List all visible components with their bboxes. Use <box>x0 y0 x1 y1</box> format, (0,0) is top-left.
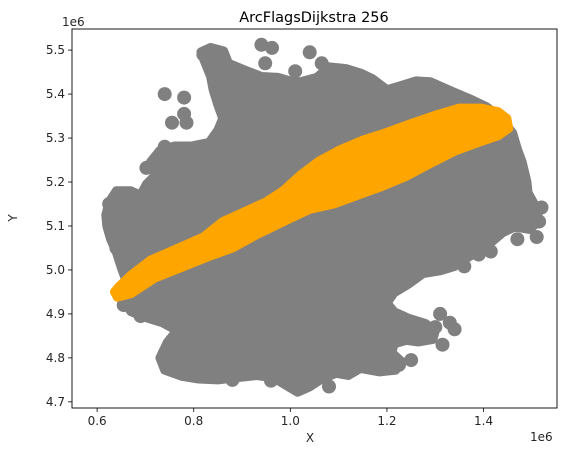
y-axis-offset-label: 1e6 <box>62 15 85 29</box>
series-0-point-17 <box>483 244 498 259</box>
series-0-point-38 <box>109 241 124 255</box>
series-0-point-46 <box>157 139 172 154</box>
series-0-point-27 <box>392 357 406 372</box>
y-axis-label: Y <box>6 214 20 223</box>
series-0-point-24 <box>435 337 450 352</box>
chart-title: ArcFlagsDijkstra 256 <box>239 10 389 26</box>
series-0-point-26 <box>404 353 419 368</box>
series-0-point-42 <box>138 184 153 199</box>
series-1 <box>110 103 514 302</box>
series-0-point-11 <box>505 155 520 170</box>
series-0-point-33 <box>162 359 177 374</box>
series-0-point-9 <box>230 74 245 89</box>
series-0-point-39 <box>104 223 119 238</box>
x-tick-label: 1.2 <box>377 414 396 428</box>
series-0-point-36 <box>116 298 131 313</box>
series-0-point-43 <box>155 172 170 187</box>
series-0-point-4 <box>314 56 329 71</box>
series-1-region <box>110 103 514 302</box>
series-0-point-40 <box>102 197 117 211</box>
series-0-point-25 <box>387 323 402 338</box>
x-tick-label: 0.6 <box>88 414 107 428</box>
series-0-point-5 <box>288 64 303 79</box>
series-0-point-3 <box>302 45 317 60</box>
y-tick-label: 5.2 <box>46 175 65 189</box>
series-0-point-51 <box>165 115 179 130</box>
series-0-point-13 <box>534 200 549 215</box>
series-0-point-31 <box>225 372 240 387</box>
axes-frame <box>71 28 558 409</box>
series-0-point-7 <box>177 90 192 105</box>
x-tick-label: 1.0 <box>281 414 300 428</box>
series-0-point-0 <box>254 37 269 52</box>
y-axis: 4.7 4.8 4.9 5.0 5.1 5.2 5.3 5.4 5.5 <box>46 43 72 409</box>
series-0-point-1 <box>265 40 279 55</box>
x-tick-label: 1.4 <box>474 414 493 428</box>
y-tick-label: 5.4 <box>46 87 65 101</box>
series-0-point-10 <box>488 144 503 159</box>
series-0-point-15 <box>529 230 544 244</box>
series-0-point-49 <box>179 115 194 130</box>
series-0-point-34 <box>157 346 172 361</box>
series-0-point-19 <box>457 259 472 274</box>
series-0-point-12 <box>508 171 522 186</box>
series-0-point-14 <box>532 214 547 229</box>
plot-area <box>101 37 549 397</box>
series-0-point-44 <box>139 160 154 175</box>
series-0-point-48 <box>220 111 235 126</box>
series-0-point-20 <box>433 306 448 321</box>
series-0-point-6 <box>196 47 211 62</box>
x-axis-offset-label: 1e6 <box>530 430 553 444</box>
x-axis: 0.6 0.8 1.0 1.2 1.4 <box>88 408 493 428</box>
x-axis-label: X <box>306 431 314 445</box>
series-0-point-23 <box>428 320 443 335</box>
series-0-point-2 <box>258 56 273 71</box>
series-0-point-22 <box>447 322 462 337</box>
series-0-point-29 <box>288 377 303 392</box>
series-0-point-18 <box>471 247 486 262</box>
series-0-point-16 <box>510 232 525 247</box>
series-0-point-45 <box>150 153 165 167</box>
series-0-point-35 <box>133 309 148 324</box>
series-0-point-32 <box>186 368 201 383</box>
y-tick-label: 5.5 <box>46 43 65 57</box>
x-tick-label: 0.8 <box>184 414 203 428</box>
series-0-point-28 <box>322 379 336 394</box>
series-0-point-30 <box>264 373 278 388</box>
series-0-point-50 <box>157 87 172 102</box>
series-0-point-41 <box>119 188 134 203</box>
y-tick-label: 4.7 <box>46 395 65 409</box>
y-tick-label: 4.9 <box>46 307 65 321</box>
y-tick-label: 4.8 <box>46 351 65 365</box>
series-0-point-47 <box>208 131 223 145</box>
y-tick-label: 5.0 <box>46 263 65 277</box>
y-tick-label: 5.1 <box>46 219 65 233</box>
y-tick-label: 5.3 <box>46 131 65 145</box>
